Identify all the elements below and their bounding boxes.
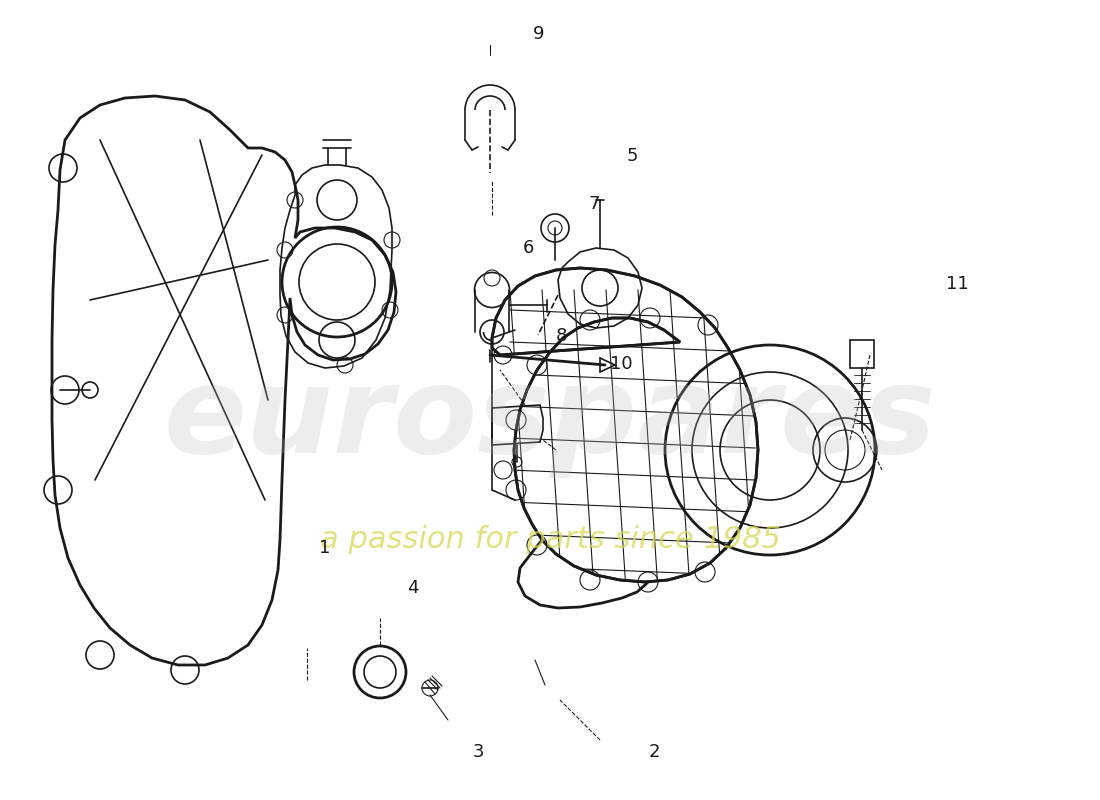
Text: 10: 10 [610, 355, 632, 373]
Text: 2: 2 [649, 743, 660, 761]
Text: 11: 11 [946, 275, 968, 293]
Text: 3: 3 [473, 743, 484, 761]
Text: 1: 1 [319, 539, 330, 557]
Text: 8: 8 [556, 327, 566, 345]
Text: eurospares: eurospares [164, 362, 936, 478]
Text: 5: 5 [627, 147, 638, 165]
Text: 9: 9 [534, 25, 544, 42]
Text: 6: 6 [522, 239, 534, 257]
Polygon shape [492, 268, 758, 582]
Text: a passion for parts since 1985: a passion for parts since 1985 [319, 526, 781, 554]
Text: 4: 4 [407, 579, 418, 597]
Text: 7: 7 [588, 195, 600, 213]
